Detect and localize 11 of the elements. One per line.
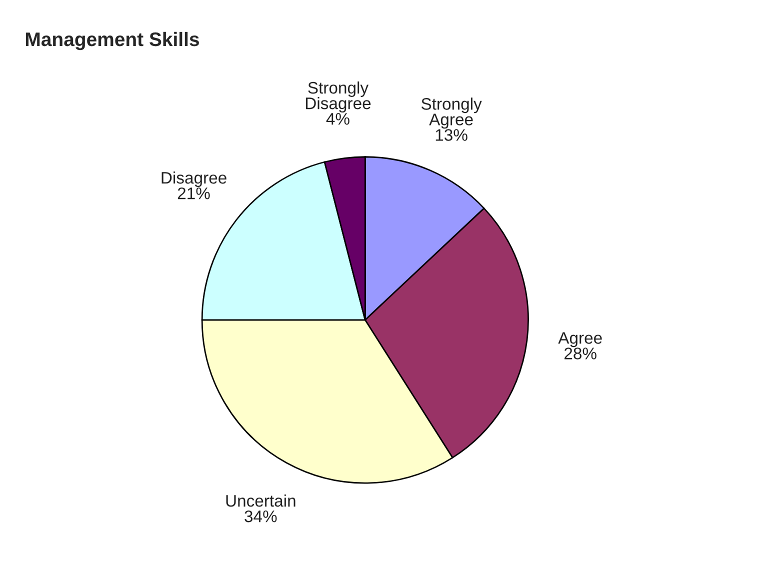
slice-label: Strongly Disagree [306,81,371,113]
data-label: 13% [436,129,468,141]
data-label: 4% [326,113,350,125]
data-label: 34% [244,510,277,522]
slice-label: Agree [558,332,602,348]
slice-label: Uncertain [226,494,296,507]
slice-label: Strongly Agree [421,98,482,129]
slice-label: Disagree [162,171,226,188]
chart-title: Management Skills [26,32,199,50]
data-label: 28% [564,348,596,360]
data-label: 21% [178,187,210,200]
